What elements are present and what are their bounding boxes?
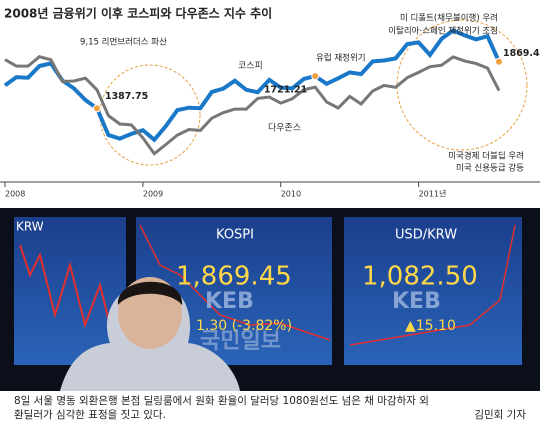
annotation: 이탈리아·스페인 재정위기 조짐 [388,26,498,37]
logo: KEB [205,289,254,314]
chart-title: 2008년 금융위기 이후 코스피와 다우존스 지수 추이 [4,6,272,21]
screen-change: 1.30 (-3.82%) [196,318,292,334]
x-tick-label: 2010 [281,190,301,199]
caption-line: 환딜러가 심각한 표정을 짓고 있다. 김민회 기자 [14,408,540,422]
annotation: 9,15 리먼브러더스 파산 [80,37,167,48]
screen-chart [349,224,516,346]
annotation: 미 디폴트(채무불이행) 우려 [400,13,498,24]
series-line [4,55,501,156]
screen-value: 1,082.50 [362,262,478,292]
x-tick-label: 2009 [143,190,163,199]
point-marker [311,72,320,81]
logo: KEB [392,289,441,314]
chart: 2008년 금융위기 이후 코스피와 다우존스 지수 추이 2008 2009 20… [0,6,540,199]
person-hair [117,281,183,305]
annotation: 미국 신용등급 강등 [456,163,524,174]
screen-value: 1,869.45 [176,262,292,292]
series-label: 코스피 [238,61,263,72]
x-tick-label: 2008 [5,190,25,199]
screen-chart [139,224,331,341]
point-marker [494,57,503,66]
credit: 김민회 기자 [474,409,526,421]
annotation: 유럽 재정위기 [316,53,366,64]
screen-label: KRW [16,220,44,234]
value-label: 1869.45 [503,48,540,59]
caption-line: 8일 서울 명동 외환은행 본점 딜링룸에서 원화 환율이 달러당 1080원선… [14,395,429,407]
screen [14,217,126,365]
series-label: 다우존스 [268,123,301,134]
screen-change: ▲15.10 [405,318,456,334]
value-label: 1387.75 [105,91,148,102]
annotation: 미국경제 더블딥 우려 [448,151,524,162]
watermark: 국민일보 [200,329,281,354]
series-line [3,28,501,143]
point-marker [92,104,101,113]
screen-label: USD/KRW [395,228,457,243]
caption: 8일 서울 명동 외환은행 본점 딜링룸에서 원화 환율이 달러당 1080원선… [0,394,540,434]
caption-text: 환딜러가 심각한 표정을 짓고 있다. [14,409,166,421]
screen-label: KOSPI [216,228,254,243]
screen-chart [19,244,116,346]
x-tick-label: 2011년 [419,189,447,199]
photo: KRW KOSPI 1,869.45 KEB 1.30 (-3.82%) USD… [0,208,540,391]
value-label: 1721.21 [264,85,307,96]
highlight-circle [396,19,528,151]
